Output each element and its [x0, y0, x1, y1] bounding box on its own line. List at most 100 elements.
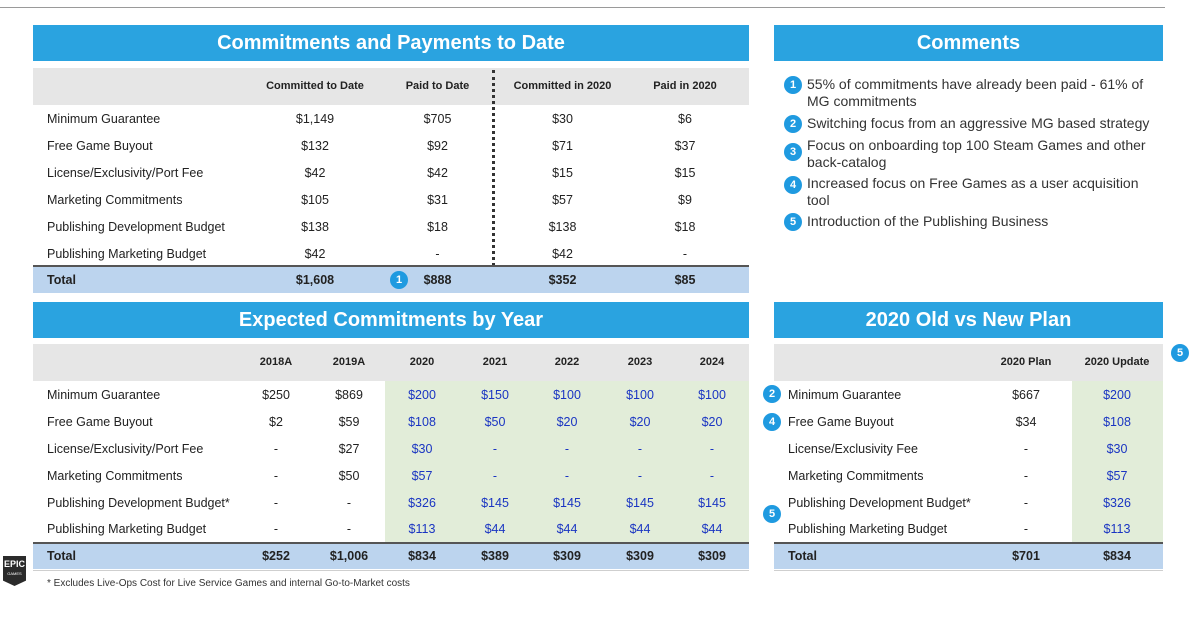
row-label: Free Game Buyout	[47, 415, 153, 429]
table-cell: $326	[408, 496, 436, 510]
table-cell: $105	[301, 193, 329, 207]
col-committed-in-2020: Committed in 2020	[513, 80, 612, 92]
table-cell: -	[273, 442, 279, 456]
comment-badge: 4	[784, 176, 802, 194]
comment-item: 4 Increased focus on Free Games as a use…	[784, 175, 1164, 211]
table-cell: $44	[484, 522, 506, 536]
col-2022: 2022	[554, 356, 580, 368]
col-paid-to-date: Paid to Date	[405, 80, 470, 92]
panel-bottom-line	[774, 570, 1163, 571]
row-label: Marketing Commitments	[788, 469, 924, 483]
row-label: License/Exclusivity/Port Fee	[47, 166, 204, 180]
table-cell: $15	[674, 166, 696, 180]
comment-item: 1 55% of commitments have already been p…	[784, 76, 1164, 112]
comment-text: Increased focus on Free Games as a user …	[807, 175, 1139, 208]
table-cell: $44	[629, 522, 651, 536]
projection-highlight	[385, 381, 749, 542]
col-paid-in-2020: Paid in 2020	[653, 80, 717, 92]
table-cell: $150	[481, 388, 509, 402]
col-2024: 2024	[699, 356, 725, 368]
panel-bottom-line	[33, 570, 749, 571]
table-cell: -	[1023, 442, 1029, 456]
table-cell: $667	[1012, 388, 1040, 402]
table-cell: $44	[701, 522, 723, 536]
table-cell: $869	[335, 388, 363, 402]
row-label: Publishing Development Budget	[47, 220, 225, 234]
table-cell: $326	[1103, 496, 1131, 510]
table-cell: -	[637, 469, 643, 483]
table-cell: $1,149	[295, 112, 335, 126]
total-cell: $252	[262, 549, 290, 563]
comment-text: Introduction of the Publishing Business	[807, 213, 1049, 229]
row-label: Publishing Marketing Budget	[788, 522, 948, 536]
logo-line1: EPIC	[3, 559, 25, 569]
total-row-band	[33, 265, 749, 293]
col-2020-update: 2020 Update	[1084, 356, 1150, 368]
epic-games-logo: EPIC GAMES	[3, 556, 26, 586]
table-cell: $705	[423, 112, 452, 126]
table-cell: $200	[408, 388, 436, 402]
note-badge-2: 2	[763, 385, 781, 403]
table-cell: $31	[427, 193, 448, 207]
table-cell: $100	[698, 388, 726, 402]
plan-panel-title: 2020 Old vs New Plan	[774, 302, 1163, 338]
table-cell: $59	[338, 415, 360, 429]
table-cell: $44	[556, 522, 578, 536]
total-cell: $309	[698, 549, 726, 563]
note-badge-5: 5	[763, 505, 781, 523]
table-cell: -	[492, 469, 498, 483]
table-cell: $15	[552, 166, 573, 180]
row-label: Free Game Buyout	[47, 139, 153, 153]
col-2018a: 2018A	[259, 356, 293, 368]
table-cell: $113	[408, 522, 436, 536]
table-cell: -	[709, 442, 715, 456]
table-cell: $27	[338, 442, 360, 456]
comment-badge: 5	[784, 213, 802, 231]
table-cell: -	[1023, 522, 1029, 536]
table-cell: $138	[301, 220, 329, 234]
note-badge-4: 4	[763, 413, 781, 431]
table-cell: $34	[1015, 415, 1037, 429]
row-label: Marketing Commitments	[47, 469, 183, 483]
total-cell: $834	[408, 549, 436, 563]
table-cell: $92	[427, 139, 448, 153]
expected-header-band	[33, 344, 749, 381]
table-cell: -	[564, 442, 570, 456]
total-cell: $309	[626, 549, 654, 563]
row-label: Publishing Development Budget*	[47, 496, 230, 510]
table-cell: $71	[552, 139, 573, 153]
table-cell: -	[435, 247, 440, 261]
table-cell: $42	[552, 247, 573, 261]
table-cell: -	[564, 469, 570, 483]
total-row-band	[33, 542, 749, 569]
col-2021: 2021	[482, 356, 508, 368]
col-2020: 2020	[409, 356, 435, 368]
commitments-header-band	[33, 68, 749, 105]
row-label: Publishing Marketing Budget	[47, 522, 207, 536]
commitments-panel-title: Commitments and Payments to Date	[33, 25, 749, 61]
comment-text: Focus on onboarding top 100 Steam Games …	[807, 137, 1146, 170]
total-cell: $309	[553, 549, 581, 563]
row-label: Minimum Guarantee	[47, 388, 161, 402]
total-cell: $1,608	[295, 273, 335, 287]
table-cell: $250	[262, 388, 290, 402]
table-cell: $113	[1103, 522, 1131, 536]
table-cell: $9	[678, 193, 692, 207]
note-badge-5-header: 5	[1171, 344, 1189, 362]
table-cell: $145	[553, 496, 581, 510]
row-label: Free Game Buyout	[788, 415, 894, 429]
table-cell: -	[346, 522, 352, 536]
comments-panel-title: Comments	[774, 25, 1163, 61]
table-cell: $138	[548, 220, 577, 234]
row-label: Minimum Guarantee	[788, 388, 902, 402]
comment-badge: 3	[784, 143, 802, 161]
table-cell: $42	[427, 166, 448, 180]
top-divider	[0, 7, 1165, 8]
col-2023: 2023	[627, 356, 653, 368]
table-cell: $57	[1106, 469, 1128, 483]
table-cell: $145	[481, 496, 509, 510]
table-cell: $100	[626, 388, 654, 402]
table-cell: $42	[304, 247, 326, 261]
comment-item: 3 Focus on onboarding top 100 Steam Game…	[784, 137, 1164, 173]
dotted-divider	[492, 70, 495, 290]
